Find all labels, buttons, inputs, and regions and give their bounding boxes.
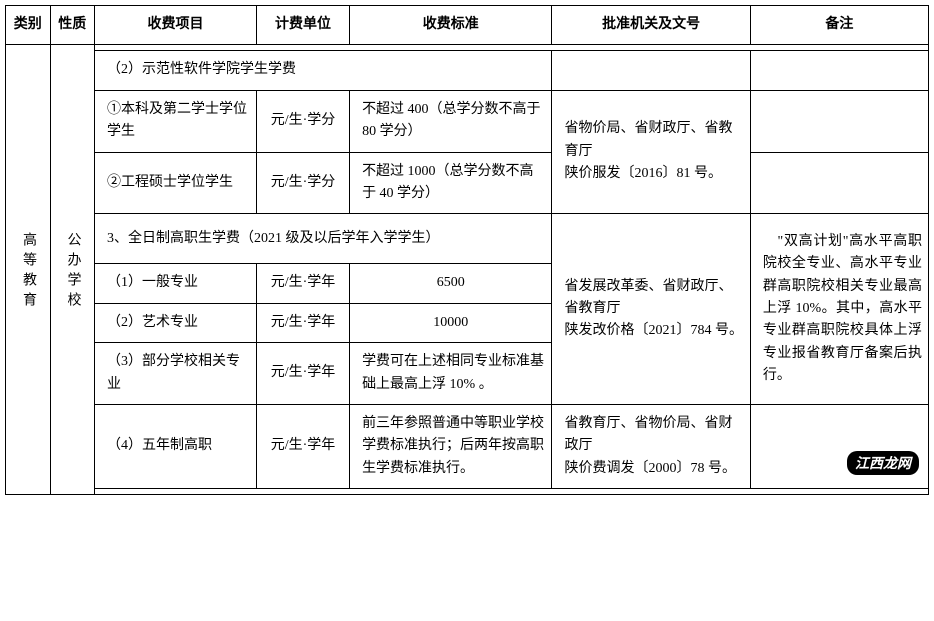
remark-cell (750, 51, 928, 90)
standard-cell: 10000 (350, 303, 552, 342)
standard-cell: 学费可在上述相同专业标准基础上最高上浮 10% 。 (350, 343, 552, 405)
approval-cell (552, 51, 750, 90)
table-container: 类别 性质 收费项目 计费单位 收费标准 批准机关及文号 备注 高等教育 公办学… (5, 5, 929, 495)
header-approval: 批准机关及文号 (552, 6, 750, 45)
item-cell: ②工程硕士学位学生 (95, 152, 257, 214)
table-row: （4）五年制高职 元/生·学年 前三年参照普通中等职业学校学费标准执行；后两年按… (6, 404, 929, 488)
approval-cell: 省物价局、省财政厅、省教育厅 陕价服发〔2016〕81 号。 (552, 90, 750, 214)
category-cell: 高等教育 (6, 51, 51, 495)
unit-cell: 元/生·学分 (256, 152, 349, 214)
watermark: 江西龙网 (847, 451, 919, 475)
nature-cell: 公办学校 (50, 51, 95, 495)
header-unit: 计费单位 (256, 6, 349, 45)
item-cell: （4）五年制高职 (95, 404, 257, 488)
unit-cell: 元/生·学年 (256, 303, 349, 342)
nature-text: 公办学校 (61, 232, 83, 312)
table-row: ②工程硕士学位学生 元/生·学分 不超过 1000（总学分数不高于 40 学分） (6, 152, 929, 214)
standard-cell: 前三年参照普通中等职业学校学费标准执行；后两年按高职生学费标准执行。 (350, 404, 552, 488)
table-row: ①本科及第二学士学位学生 元/生·学分 不超过 400（总学分数不高于 80 学… (6, 90, 929, 152)
header-row: 类别 性质 收费项目 计费单位 收费标准 批准机关及文号 备注 (6, 6, 929, 45)
remark-cell (750, 404, 928, 488)
table-row: 3、全日制高职生学费（2021 级及以后学年入学学生） 省发展改革委、省财政厅、… (6, 214, 929, 264)
approval-cell: 省教育厅、省物价局、省财政厅 陕价费调发〔2000〕78 号。 (552, 404, 750, 488)
spacer-row (6, 489, 929, 495)
fee-table: 类别 性质 收费项目 计费单位 收费标准 批准机关及文号 备注 高等教育 公办学… (5, 5, 929, 495)
item-cell: 3、全日制高职生学费（2021 级及以后学年入学学生） (95, 214, 552, 264)
unit-cell: 元/生·学分 (256, 90, 349, 152)
item-cell: ①本科及第二学士学位学生 (95, 90, 257, 152)
standard-cell: 不超过 1000（总学分数不高于 40 学分） (350, 152, 552, 214)
unit-cell: 元/生·学年 (256, 343, 349, 405)
item-cell: （1）一般专业 (95, 264, 257, 303)
header-item: 收费项目 (95, 6, 257, 45)
header-standard: 收费标准 (350, 6, 552, 45)
remark-cell: "双高计划"高水平高职院校全专业、高水平专业群高职院校相关专业最高上浮 10%。… (750, 214, 928, 405)
item-cell: （2）艺术专业 (95, 303, 257, 342)
remark-cell (750, 152, 928, 214)
approval-cell: 省发展改革委、省财政厅、省教育厅 陕发改价格〔2021〕784 号。 (552, 214, 750, 405)
category-text: 高等教育 (17, 232, 39, 312)
standard-cell: 6500 (350, 264, 552, 303)
table-row: 高等教育 公办学校 （2）示范性软件学院学生学费 (6, 51, 929, 90)
standard-cell: 不超过 400（总学分数不高于 80 学分） (350, 90, 552, 152)
header-category: 类别 (6, 6, 51, 45)
item-cell: （3）部分学校相关专业 (95, 343, 257, 405)
remark-cell (750, 90, 928, 152)
header-remark: 备注 (750, 6, 928, 45)
unit-cell: 元/生·学年 (256, 404, 349, 488)
unit-cell: 元/生·学年 (256, 264, 349, 303)
item-cell: （2）示范性软件学院学生学费 (95, 51, 552, 90)
header-nature: 性质 (50, 6, 95, 45)
